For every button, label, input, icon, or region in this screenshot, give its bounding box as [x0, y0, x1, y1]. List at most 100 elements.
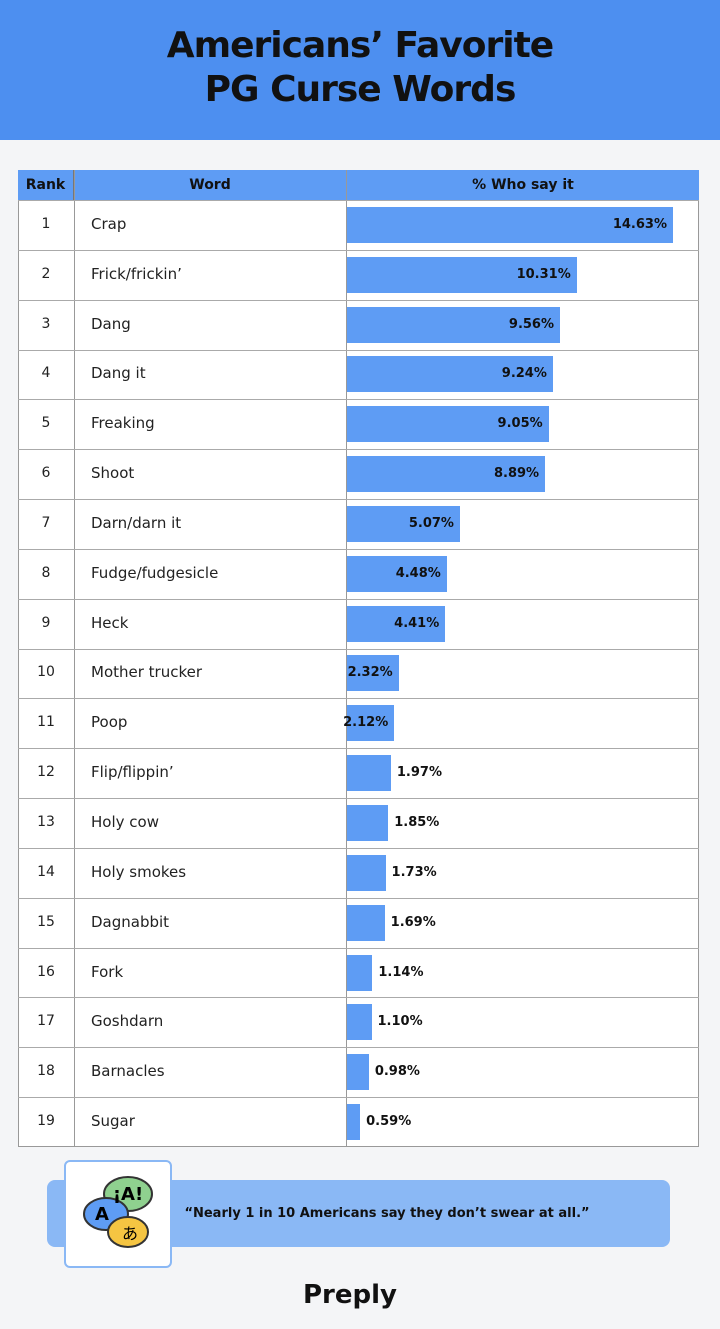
bar	[347, 256, 577, 293]
rank: 17	[37, 1013, 55, 1030]
bar	[347, 555, 447, 592]
column-header: Word	[74, 170, 347, 200]
rank: 13	[37, 814, 55, 830]
row-divider	[18, 847, 699, 849]
rank: 3	[41, 315, 51, 332]
word: Mother trucker	[91, 663, 203, 682]
row-divider	[18, 349, 699, 351]
row-divider	[18, 299, 699, 301]
rank: 6	[41, 465, 51, 482]
bar	[347, 755, 391, 792]
row-divider	[18, 449, 699, 451]
bar	[347, 1004, 372, 1041]
rank: 12	[37, 764, 55, 781]
word: Frick/frickin’	[91, 264, 182, 283]
row-divider	[18, 249, 699, 251]
value-label: 9.05%	[497, 416, 543, 432]
rank: 4	[41, 365, 51, 382]
bar	[347, 1054, 369, 1091]
column-header: % Who say it	[347, 170, 699, 200]
word: Flip/flippin’	[91, 763, 174, 782]
row-divider	[18, 648, 699, 650]
value-label: 4.41%	[394, 615, 440, 631]
value-label: 1.69%	[390, 914, 436, 930]
speech-icon: ¡A! A あ	[83, 1176, 153, 1248]
word: Dang	[91, 314, 131, 333]
icon-text: あ	[122, 1224, 138, 1243]
row-divider	[18, 499, 699, 501]
rank: 16	[37, 963, 55, 980]
bar	[347, 954, 373, 991]
value-label: 9.24%	[501, 366, 547, 382]
word: Fudge/fudgesicle	[91, 563, 219, 582]
word: Freaking	[91, 414, 155, 433]
row-divider	[18, 897, 699, 899]
icon-text: A	[95, 1204, 109, 1225]
row-divider	[18, 798, 699, 800]
word: Goshdarn	[91, 1012, 164, 1031]
rank: 19	[37, 1113, 55, 1130]
icon-box: ¡A! A あ	[64, 1160, 172, 1268]
bar	[347, 306, 561, 343]
rank: 14	[37, 863, 55, 880]
value-label: 5.07%	[408, 515, 454, 531]
column-divider	[346, 170, 347, 1147]
bar	[347, 505, 460, 542]
value-label: 1.97%	[396, 765, 442, 781]
header	[0, 0, 720, 140]
word: Fork	[91, 962, 124, 981]
value-label: 8.89%	[493, 466, 540, 482]
column-divider	[74, 170, 75, 1147]
value-label: 14.63%	[612, 216, 667, 232]
brand-logo: Preply	[303, 1280, 397, 1310]
row-divider	[18, 997, 699, 999]
word: Shoot	[91, 464, 135, 483]
quote: “Nearly 1 in 10 Americans say they don’t…	[184, 1206, 590, 1221]
value-label: 1.10%	[377, 1014, 423, 1030]
value-label: 2.12%	[343, 715, 389, 731]
rank: 1	[41, 215, 51, 232]
column-header: Rank	[18, 170, 74, 200]
value-label: 10.31%	[516, 266, 571, 282]
bar	[347, 356, 553, 393]
word: Barnacles	[91, 1062, 165, 1081]
word: Poop	[91, 713, 128, 732]
rank: 10	[37, 664, 55, 681]
row-divider	[18, 748, 699, 750]
value-label: 0.59%	[366, 1114, 412, 1130]
bar	[347, 605, 446, 642]
row-divider	[18, 1097, 699, 1099]
rank: 9	[41, 614, 51, 631]
rank: 11	[37, 714, 55, 731]
rank: 18	[37, 1063, 55, 1080]
bar	[347, 1104, 361, 1141]
row-divider	[18, 598, 699, 600]
bar	[347, 655, 399, 692]
value-label: 1.85%	[394, 815, 440, 830]
chart-title: Americans’ Favorite PG Curse Words	[166, 25, 554, 110]
word: Dagnabbit	[91, 912, 170, 931]
icon-text: ¡A!	[113, 1184, 143, 1205]
value-label: 9.56%	[508, 316, 555, 332]
row-divider	[18, 947, 699, 949]
value-label: 0.98%	[374, 1064, 420, 1080]
word: Heck	[91, 613, 129, 632]
value-label: 1.14%	[378, 964, 424, 980]
bar	[347, 705, 395, 742]
bar	[347, 854, 386, 891]
value-label: 4.48%	[395, 565, 441, 581]
bar	[347, 904, 385, 941]
word: Crap	[91, 214, 127, 233]
rank: 2	[41, 265, 51, 282]
word: Holy cow	[91, 813, 159, 831]
row-divider	[18, 698, 699, 700]
value-label: 1.73%	[391, 864, 437, 880]
row-divider	[18, 200, 699, 201]
value-label: 2.32%	[347, 665, 393, 681]
row-divider	[18, 1047, 699, 1049]
word: Dang it	[91, 364, 146, 383]
row-divider	[18, 548, 699, 550]
rank: 15	[37, 913, 55, 930]
word: Holy smokes	[91, 862, 187, 881]
